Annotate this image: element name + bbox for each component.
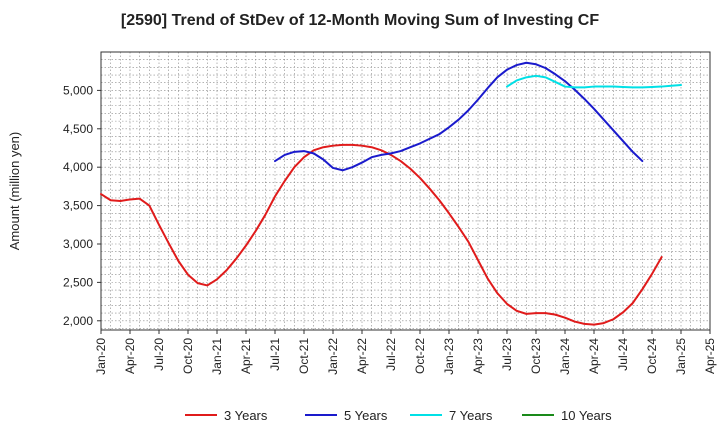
series-line-2 [274, 61, 644, 172]
x-tick-label: Apr-25 [703, 338, 717, 374]
x-tick-label: Jul-21 [268, 338, 282, 371]
chart-title: [2590] Trend of StDev of 12-Month Moving… [120, 12, 600, 29]
y-tick-label: 2,500 [63, 275, 93, 289]
series-line-1 [100, 143, 663, 326]
x-tick-label: Oct-24 [645, 338, 659, 374]
plot-frame [100, 51, 711, 331]
x-tick-label: Jan-23 [442, 338, 456, 375]
x-tick-label: Apr-20 [123, 338, 137, 374]
legend-label: 5 Years [344, 408, 388, 423]
y-tick-label: 3,000 [63, 237, 93, 251]
y-tick-label: 2,000 [63, 314, 93, 328]
legend-label: 3 Years [224, 408, 268, 423]
y-tick-label: 4,500 [63, 122, 93, 136]
x-tick-label: Apr-24 [587, 338, 601, 374]
grid [100, 51, 711, 330]
x-tick-label: Jan-21 [210, 338, 224, 375]
x-tick-label: Oct-21 [297, 338, 311, 374]
x-tick-label: Oct-20 [181, 338, 195, 374]
plot-area [101, 52, 710, 330]
x-tick-label: Jan-25 [674, 338, 688, 375]
y-tick-label: 4,000 [63, 160, 93, 174]
series-line-3 [506, 74, 682, 89]
x-tick-label: Jul-20 [152, 338, 166, 371]
x-tick-label: Jul-23 [500, 338, 514, 371]
x-tick-label: Jul-24 [616, 338, 630, 371]
legend-label: 7 Years [449, 408, 493, 423]
x-tick-label: Apr-21 [239, 338, 253, 374]
x-tick-label: Apr-23 [471, 338, 485, 374]
legend-label: 10 Years [561, 408, 612, 423]
x-tick-label: Apr-22 [355, 338, 369, 374]
y-tick-label: 3,500 [63, 199, 93, 213]
y-axis-title: Amount (million yen) [7, 132, 22, 251]
x-tick-label: Jul-22 [384, 338, 398, 371]
x-tick-label: Oct-22 [413, 338, 427, 374]
x-tick-label: Oct-23 [529, 338, 543, 374]
x-tick-label: Jan-22 [326, 338, 340, 375]
x-tick-label: Jan-20 [94, 338, 108, 375]
x-tick-label: Jan-24 [558, 338, 572, 375]
y-tick-label: 5,000 [63, 83, 93, 97]
